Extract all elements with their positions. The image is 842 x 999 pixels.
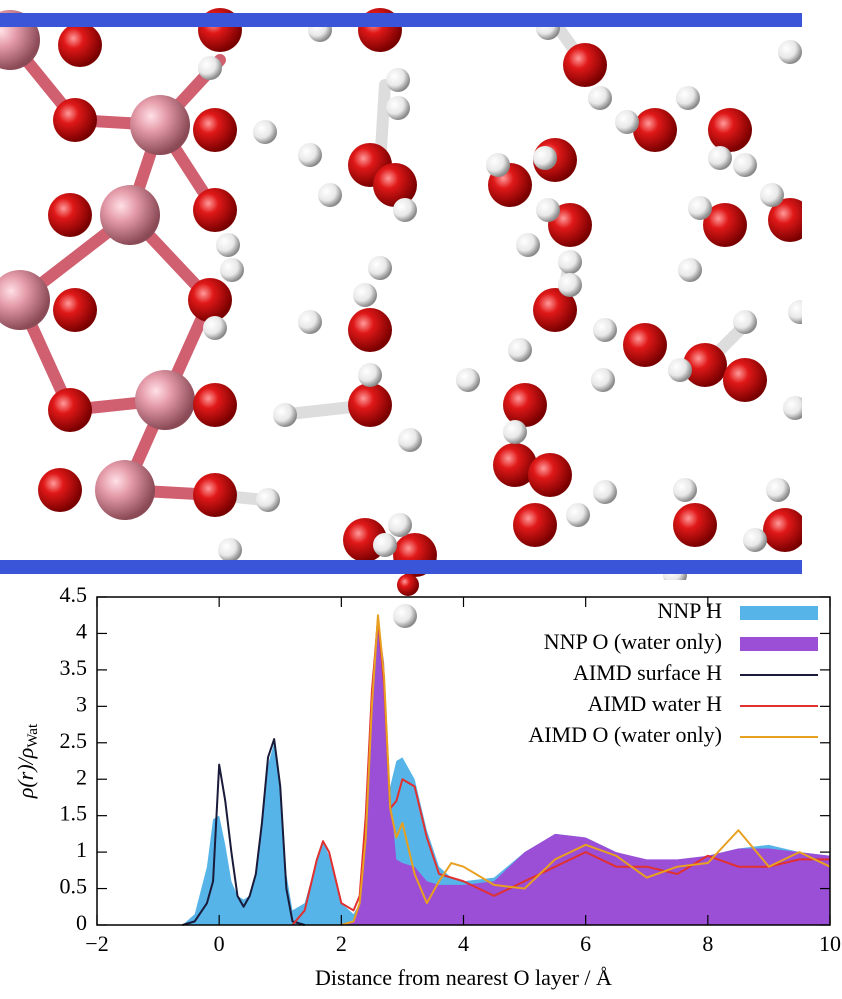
x-tick-label: 10: [819, 931, 841, 956]
line-series: [291, 617, 830, 926]
y-tick-label: 2.5: [60, 728, 88, 753]
x-tick-label: 4: [458, 931, 469, 956]
atom: [393, 604, 417, 628]
y-tick-label: 3.5: [60, 655, 88, 680]
y-tick-label: 0: [76, 910, 87, 935]
y-axis-label-subscript: Wat: [25, 723, 41, 748]
x-tick-label: 8: [702, 931, 713, 956]
y-tick-label: 2: [76, 764, 87, 789]
y-tick-label: 3: [76, 691, 87, 716]
y-tick-label: 1: [76, 837, 87, 862]
slab-boundary: [0, 13, 802, 27]
line-series: [341, 614, 831, 926]
legend-label: NNP H: [657, 598, 722, 623]
line-series: [182, 738, 305, 926]
legend-label: AIMD water H: [588, 691, 723, 716]
y-axis-label-main: ρ(r)/ρ: [13, 748, 38, 799]
y-tick-label: 4.5: [60, 582, 88, 607]
y-tick-label: 0.5: [60, 874, 88, 899]
x-tick-label: 0: [214, 931, 225, 956]
slab-boundary: [0, 560, 802, 574]
molecular-snapshot: [0, 8, 802, 580]
legend-label: AIMD surface H: [573, 660, 722, 685]
x-tick-label: −2: [85, 931, 108, 956]
y-axis-label: ρ(r)/ρWat: [13, 723, 41, 799]
y-tick-label: 1.5: [60, 801, 88, 826]
legend-label: AIMD O (water only): [528, 722, 722, 747]
area-series: [97, 618, 830, 925]
atom: [397, 574, 419, 596]
atoms: [0, 8, 802, 580]
y-tick-label: 4: [76, 618, 87, 643]
x-tick-label: 6: [580, 931, 591, 956]
legend-label: NNP O (water only): [544, 629, 722, 654]
x-tick-label: 2: [336, 931, 347, 956]
x-axis-label: Distance from nearest O layer / Å: [315, 965, 612, 990]
